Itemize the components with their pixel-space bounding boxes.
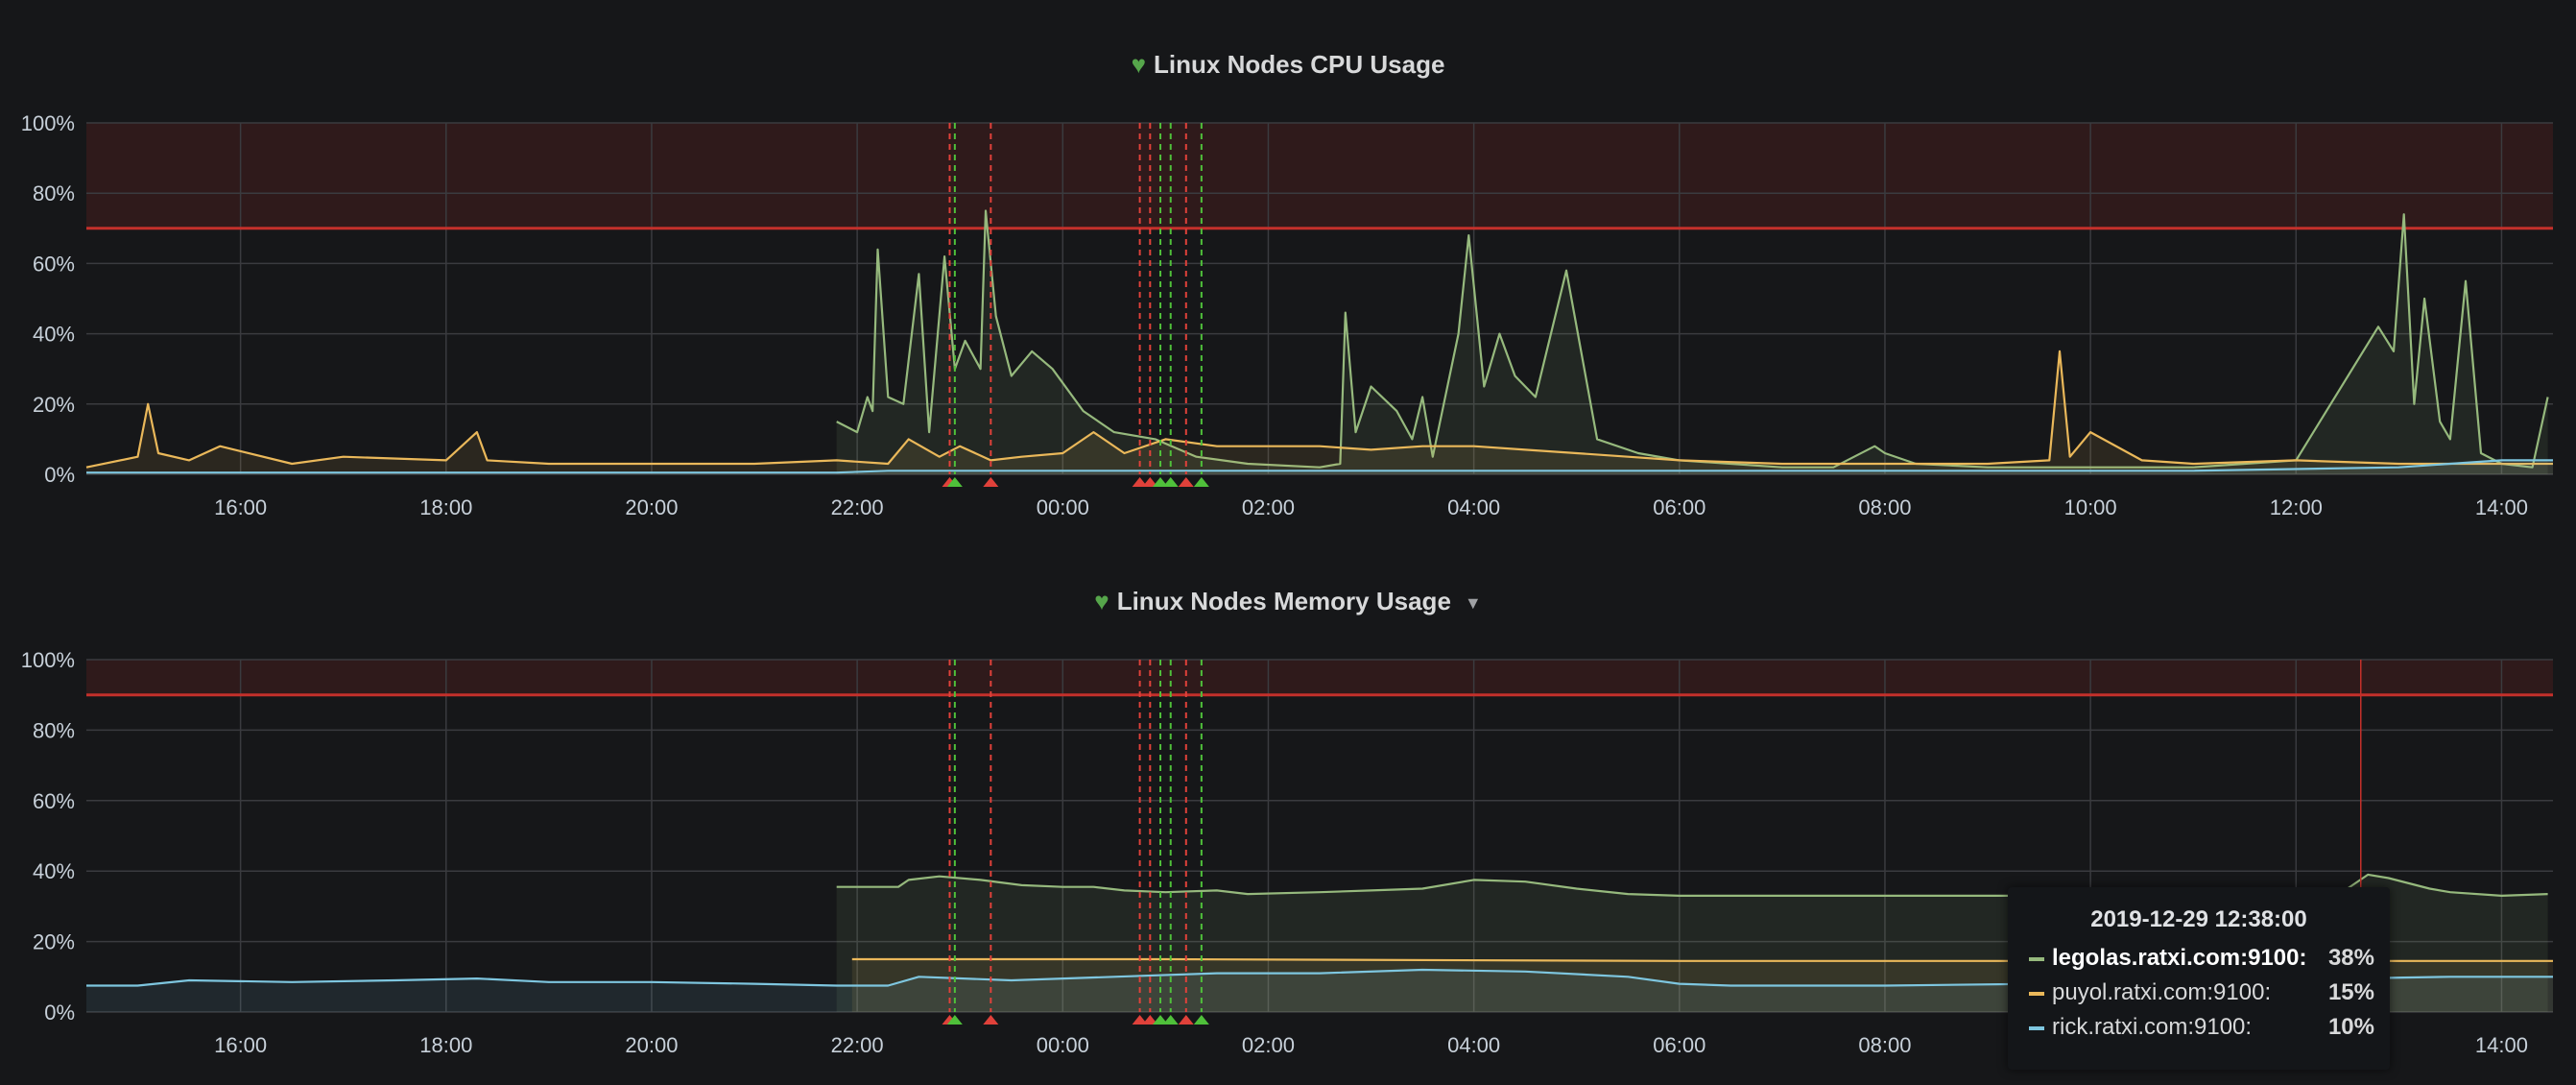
cpu-y-tick-label: 60%	[33, 252, 75, 276]
memory-x-tick-label: 22:00	[831, 1033, 884, 1057]
cpu-alert-annotation-marker	[1142, 477, 1158, 487]
cpu-threshold-zone	[86, 123, 2553, 229]
tooltip-time: 2019-12-29 12:38:00	[2090, 906, 2307, 932]
memory-alert-annotation-marker	[1153, 1015, 1169, 1025]
cpu-x-tick-label: 08:00	[1858, 495, 1911, 519]
memory-alert-annotation-marker	[946, 1015, 963, 1025]
tooltip-swatch	[2029, 957, 2044, 961]
memory-x-tick-label: 02:00	[1242, 1033, 1295, 1057]
memory-y-tick-label: 0%	[44, 1001, 75, 1025]
memory-alert-annotation-marker	[1142, 1015, 1158, 1025]
cpu-x-tick-label: 10:00	[2064, 495, 2117, 519]
tooltip-swatch	[2029, 992, 2044, 996]
cpu-series-area	[86, 350, 2553, 474]
cpu-alert-annotation-marker	[1132, 477, 1148, 487]
memory-alert-annotation-marker	[1178, 1015, 1194, 1025]
cpu-alert-annotation-marker	[1162, 477, 1179, 487]
cpu-alert-annotation-marker	[1178, 477, 1194, 487]
memory-y-tick-label: 40%	[33, 859, 75, 883]
cpu-x-tick-label: 12:00	[2270, 495, 2323, 519]
cpu-x-tick-label: 18:00	[419, 495, 472, 519]
memory-y-tick-label: 20%	[33, 930, 75, 954]
tooltip-row: puyol.ratxi.com:9100: 15%	[2029, 979, 2374, 1008]
cpu-x-tick-label: 14:00	[2475, 495, 2528, 519]
memory-x-tick-label: 18:00	[419, 1033, 472, 1057]
cpu-x-tick-label: 16:00	[214, 495, 267, 519]
tooltip-series-name: rick.ratxi.com:9100:	[2052, 1014, 2253, 1040]
memory-series-line	[836, 873, 2548, 897]
cpu-x-tick-label: 20:00	[625, 495, 678, 519]
memory-x-tick-label: 06:00	[1653, 1033, 1705, 1057]
graph-tooltip: 2019-12-29 12:38:00 legolas.ratxi.com:91…	[2008, 887, 2390, 1070]
cpu-x-tick-label: 02:00	[1242, 495, 1295, 519]
cpu-panel-title-text: Linux Nodes CPU Usage	[1154, 50, 1445, 79]
tooltip-series-name: puyol.ratxi.com:9100:	[2052, 979, 2272, 1005]
memory-x-tick-label: 08:00	[1858, 1033, 1911, 1057]
memory-x-tick-label: 04:00	[1447, 1033, 1500, 1057]
cpu-y-tick-label: 20%	[33, 393, 75, 417]
memory-x-tick-label: 14:00	[2475, 1033, 2528, 1057]
memory-alert-annotation-marker	[1162, 1015, 1179, 1025]
cpu-y-tick-label: 0%	[44, 463, 75, 487]
cpu-series-line	[86, 459, 2553, 474]
memory-y-tick-label: 100%	[21, 648, 75, 672]
memory-x-tick-label: 20:00	[625, 1033, 678, 1057]
heart-icon: ♥	[1094, 587, 1109, 615]
cpu-x-tick-label: 04:00	[1447, 495, 1500, 519]
caret-down-icon[interactable]: ▼	[1464, 592, 1482, 613]
cpu-x-tick-label: 22:00	[831, 495, 884, 519]
memory-x-tick-label: 00:00	[1037, 1033, 1089, 1057]
memory-y-tick-label: 60%	[33, 789, 75, 813]
memory-series-line	[86, 968, 2553, 987]
tooltip-series-value: 10%	[2327, 1014, 2374, 1040]
memory-panel-title[interactable]: ♥ Linux Nodes Memory Usage ▼	[0, 587, 2576, 616]
memory-alert-annotation-marker	[983, 1015, 999, 1025]
cpu-alert-annotation-marker	[946, 477, 963, 487]
tooltip-swatch	[2029, 1026, 2044, 1030]
memory-panel-title-text: Linux Nodes Memory Usage	[1116, 587, 1451, 615]
cpu-series-area	[836, 210, 2548, 474]
cpu-y-tick-label: 40%	[33, 323, 75, 347]
memory-x-tick-label: 16:00	[214, 1033, 267, 1057]
cpu-alert-annotation-marker	[1193, 477, 1209, 487]
cpu-series-line	[85, 350, 2553, 469]
memory-series-area	[86, 970, 2553, 1012]
cpu-series-line	[836, 209, 2549, 469]
cpu-y-tick-label: 100%	[21, 111, 75, 135]
cpu-alert-annotation-marker	[983, 477, 999, 487]
tooltip-series-name: legolas.ratxi.com:9100:	[2052, 945, 2307, 971]
cpu-panel-title[interactable]: ♥ Linux Nodes CPU Usage	[0, 50, 2576, 80]
tooltip-series-value: 38%	[2327, 945, 2374, 971]
heart-icon: ♥	[1131, 50, 1147, 79]
memory-alert-annotation-marker	[1193, 1015, 1209, 1025]
tooltip-row: rick.ratxi.com:9100: 10%	[2029, 1014, 2374, 1043]
cpu-x-tick-label: 00:00	[1037, 495, 1089, 519]
memory-y-tick-label: 80%	[33, 718, 75, 742]
cpu-y-tick-label: 80%	[33, 181, 75, 205]
cpu-x-tick-label: 06:00	[1653, 495, 1705, 519]
memory-alert-annotation-marker	[1132, 1015, 1148, 1025]
memory-threshold-zone	[86, 660, 2553, 695]
tooltip-series-value: 15%	[2327, 979, 2374, 1005]
tooltip-row: legolas.ratxi.com:9100: 38%	[2029, 945, 2374, 974]
cpu-alert-annotation-marker	[1153, 477, 1169, 487]
